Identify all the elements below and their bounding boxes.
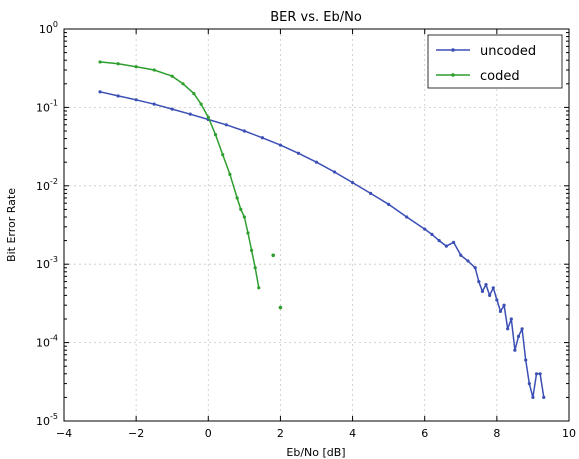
data-point-uncoded — [520, 327, 524, 331]
series-line-uncoded — [99, 91, 545, 399]
data-point-uncoded — [506, 327, 510, 331]
data-point-uncoded — [516, 334, 521, 338]
legend: uncoded coded — [427, 34, 563, 89]
data-point-coded — [192, 91, 196, 96]
data-point-coded — [213, 132, 218, 137]
data-point-uncoded — [314, 160, 319, 164]
data-point-uncoded — [484, 282, 488, 287]
x-tick-label: 8 — [493, 427, 500, 440]
data-point-coded — [152, 68, 156, 72]
data-point-uncoded — [405, 215, 409, 219]
data-point-uncoded — [170, 107, 174, 111]
data-point-uncoded — [473, 266, 477, 270]
data-point-coded — [228, 172, 232, 176]
legend-marker-coded — [451, 73, 455, 77]
data-point-uncoded — [502, 303, 506, 307]
data-point-coded — [246, 231, 250, 235]
legend-box — [427, 34, 563, 89]
data-point-uncoded — [534, 372, 539, 376]
data-point-uncoded — [387, 202, 391, 206]
y-tick-label: 10-5 — [36, 412, 58, 428]
data-point-uncoded — [430, 232, 434, 236]
axis-ticks: −4 −2 0 2 4 6 8 10 10-5 10-4 10-3 10-2 10-1 100 — [36, 20, 576, 440]
data-point-uncoded — [488, 293, 492, 297]
data-point-uncoded — [152, 102, 156, 106]
data-point-coded — [249, 248, 254, 252]
x-tick-label: 2 — [277, 427, 284, 440]
data-point-uncoded — [538, 372, 542, 376]
data-point-uncoded — [134, 98, 138, 102]
x-tick-label: 6 — [421, 427, 428, 440]
data-point-uncoded — [531, 395, 535, 399]
x-tick-label: 0 — [205, 427, 212, 440]
data-point-coded — [181, 82, 185, 86]
legend-label-coded: coded — [480, 69, 520, 84]
data-point-uncoded — [495, 298, 499, 302]
data-point-uncoded — [116, 94, 120, 98]
y-tick-label: 10-4 — [36, 334, 58, 350]
legend-label-uncoded: uncoded — [480, 44, 536, 59]
data-point-uncoded — [369, 191, 373, 195]
series-group — [98, 60, 546, 399]
y-tick-label: 10-2 — [36, 177, 58, 193]
data-point-coded — [199, 102, 203, 106]
data-point-coded — [221, 153, 225, 157]
data-point-uncoded — [451, 240, 456, 244]
y-axis-label: Bit Error Rate — [5, 188, 18, 262]
x-tick-label: −4 — [56, 427, 72, 440]
data-point-uncoded — [527, 381, 531, 386]
data-point-uncoded — [513, 348, 517, 352]
data-point-uncoded — [437, 238, 441, 243]
y-tick-label: 10-3 — [36, 255, 58, 271]
series-line-coded — [100, 61, 260, 288]
x-tick-label: −2 — [128, 427, 144, 440]
data-point-uncoded — [350, 180, 355, 185]
data-point-uncoded — [224, 123, 228, 127]
data-point-coded — [253, 266, 257, 270]
data-point-uncoded — [542, 395, 546, 399]
data-point-coded — [116, 62, 120, 66]
x-axis-label: Eb/No [dB] — [286, 446, 345, 459]
data-point-coded — [206, 115, 210, 119]
data-point-uncoded — [480, 289, 485, 293]
data-point-uncoded — [524, 358, 528, 362]
data-point-uncoded — [278, 143, 283, 147]
data-point-uncoded — [509, 317, 513, 321]
outlier-point — [271, 253, 276, 258]
data-point-uncoded — [477, 279, 481, 284]
data-point-coded — [257, 286, 261, 290]
x-tick-label: 10 — [562, 427, 576, 440]
data-point-coded — [134, 65, 138, 69]
data-point-uncoded — [444, 244, 448, 248]
data-point-coded — [170, 74, 174, 78]
chart-title: BER vs. Eb/No — [270, 10, 362, 25]
data-point-uncoded — [498, 309, 503, 314]
data-point-uncoded — [466, 259, 470, 263]
data-point-coded — [98, 60, 102, 64]
data-point-uncoded — [242, 129, 246, 133]
y-tick-label: 10-1 — [36, 98, 58, 114]
data-point-uncoded — [423, 227, 427, 231]
data-point-coded — [235, 196, 239, 200]
plot-frame — [63, 28, 570, 422]
grid — [64, 29, 569, 421]
legend-marker-uncoded — [451, 48, 455, 52]
y-tick-label: 100 — [39, 20, 58, 36]
x-tick-label: 4 — [349, 427, 356, 440]
data-point-uncoded — [491, 286, 495, 290]
data-point-uncoded — [296, 151, 301, 155]
data-point-uncoded — [332, 170, 337, 174]
data-point-coded — [239, 207, 243, 212]
outlier-point — [278, 305, 283, 310]
data-point-uncoded — [260, 136, 264, 140]
data-point-coded — [242, 215, 246, 219]
data-point-uncoded — [98, 90, 102, 94]
data-point-uncoded — [188, 112, 192, 116]
data-point-uncoded — [459, 253, 463, 257]
